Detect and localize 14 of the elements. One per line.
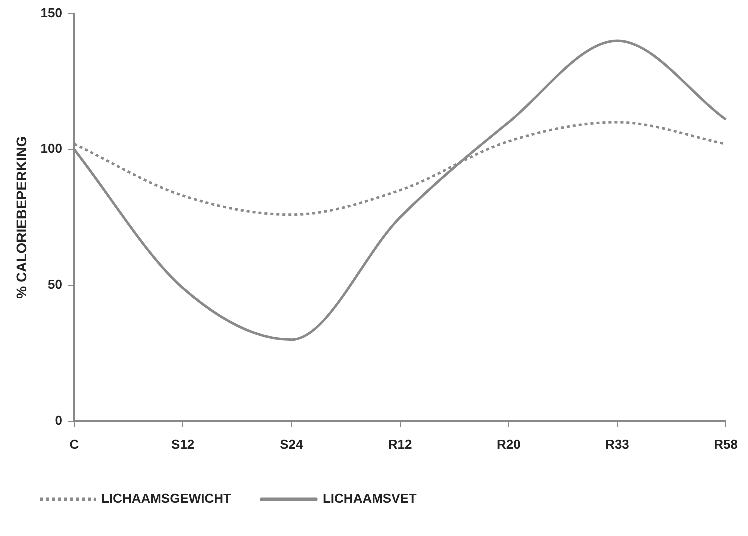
x-tick-label: S24 [280,436,304,452]
legend-label: LICHAAMSGEWICHT [102,491,232,506]
y-tick-label: 50 [48,277,62,292]
y-tick-label: 150 [40,5,62,20]
y-tick-label: 100 [40,141,62,156]
x-tick-label: S12 [172,436,195,452]
y-tick-label: 0 [55,412,62,428]
legend-label: LICHAAMSVET [322,491,417,506]
x-tick-label: R20 [496,436,521,452]
x-tick-label: R33 [606,436,630,452]
y-axis-title: % CALORIEBEPERKING [13,136,30,299]
x-tick-label: R12 [388,436,412,452]
x-tick-label: R58 [714,436,738,452]
x-tick-label: C [70,436,80,452]
